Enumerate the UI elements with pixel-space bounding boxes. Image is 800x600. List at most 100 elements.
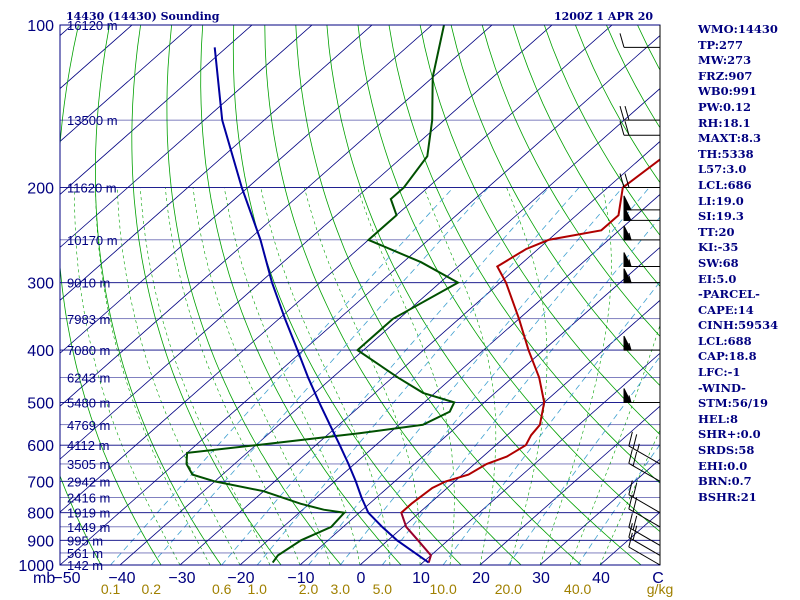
pressure-label: 900	[27, 533, 54, 550]
mixing-ratio-label: 0.1	[101, 581, 121, 597]
barb-pennant	[623, 268, 632, 284]
temperature-tick-label: 30	[532, 570, 550, 587]
mixing-ratio-line	[507, 356, 660, 565]
index-line: SW:68	[698, 255, 739, 270]
index-line: EHI:0.0	[698, 458, 748, 473]
wind-barb	[628, 513, 661, 546]
temperature-tick-label: 20	[472, 570, 490, 587]
temperature-line	[400, 158, 660, 563]
height-label: 5480 m	[67, 395, 110, 410]
isotherm-line	[119, 87, 660, 565]
height-label: 9010 m	[67, 276, 110, 291]
barb-full	[624, 173, 630, 188]
height-label: 4769 m	[67, 418, 110, 433]
index-line: HEL:8	[698, 411, 738, 426]
pressure-unit-label: mb	[33, 570, 55, 587]
pressure-label: 100	[27, 18, 54, 35]
index-line: FRZ:907	[698, 68, 753, 83]
barb-full	[619, 33, 625, 48]
mixing-ratio-label: 2.0	[299, 581, 319, 597]
wind-barb	[623, 388, 660, 403]
isotherm-lines	[60, 25, 660, 565]
barb-full	[628, 513, 633, 528]
index-line: MAXT:8.3	[698, 131, 761, 146]
height-label: 2942 m	[67, 474, 110, 489]
index-line: LFC:-1	[698, 365, 741, 380]
barb-half	[628, 275, 632, 283]
mixing-ratio-label: 40.0	[564, 581, 591, 597]
isotherm-line	[179, 140, 660, 565]
barb-full	[632, 434, 638, 449]
index-line: KI:-35	[698, 240, 739, 255]
mixing-ratio-label: 0.2	[142, 581, 162, 597]
barb-full	[632, 497, 638, 512]
pressure-label: 700	[27, 474, 54, 491]
barb-full	[632, 515, 638, 531]
pressure-label: 1000	[18, 558, 54, 575]
barb-pennant	[623, 206, 632, 221]
pressure-label: 200	[27, 181, 54, 198]
index-line: LI:19.0	[698, 193, 744, 208]
barb-half	[628, 232, 632, 241]
barb-staff	[628, 508, 661, 528]
index-line: L57:3.0	[698, 162, 747, 177]
barb-staff	[628, 527, 661, 546]
height-label: 6243 m	[67, 371, 110, 386]
barb-staff	[628, 536, 661, 556]
index-line: TH:5338	[698, 146, 754, 161]
parcel-line	[213, 47, 430, 564]
isotherm-line	[60, 25, 553, 460]
barb-pennant	[623, 252, 632, 267]
wind-barb	[623, 206, 660, 221]
barb-full	[632, 451, 638, 466]
wind-barb	[623, 252, 660, 267]
mixing-ratio-labels: 0.1 0.2 0.6 1.0 2.0 3.0 5.0 10.0 20.0 40.0 g/kg	[101, 581, 673, 597]
index-line: LCL:688	[698, 333, 752, 348]
height-label: 11620 m	[67, 181, 117, 196]
index-line: PW:0.12	[698, 99, 752, 114]
parcel-overlap-line	[400, 512, 432, 563]
wind-barb	[623, 335, 660, 351]
barb-half	[628, 395, 632, 403]
station-title: 14430 (14430) Sounding	[66, 10, 220, 23]
temperature-tick-label: −40	[108, 570, 135, 587]
barb-full	[628, 431, 633, 447]
wind-barb	[623, 268, 660, 284]
mixing-ratio-line	[256, 187, 580, 565]
barb-pennant	[623, 335, 632, 351]
barb-pennant	[623, 388, 632, 403]
temperature-tick-label: −20	[227, 570, 254, 587]
pressure-label: 600	[27, 438, 54, 455]
isotherm-line	[60, 25, 253, 195]
isobar-lines	[60, 25, 660, 565]
isotherm-line	[359, 299, 660, 565]
pressure-labels: 100 200 300 400 500 600 700 800 900 1000	[18, 18, 54, 575]
moist-adiabat-line	[599, 429, 660, 565]
index-line: STM:56/19	[698, 396, 769, 411]
wind-barb	[619, 105, 660, 121]
dewpoint-line	[185, 25, 461, 564]
height-label: 13500 m	[67, 113, 118, 128]
barb-pennant	[623, 225, 632, 241]
barb-half	[628, 342, 632, 351]
valid-time: 1200Z 1 APR 20	[554, 10, 653, 23]
isotherm-line	[60, 25, 613, 513]
wind-barb	[623, 225, 660, 241]
barb-full	[628, 523, 633, 538]
height-label: 561 m	[67, 546, 103, 561]
temperature-tick-label: C	[652, 570, 664, 587]
wind-barb	[628, 494, 661, 528]
index-line: TP:277	[698, 37, 744, 52]
height-label: 7983 m	[67, 312, 110, 327]
wind-barb	[619, 173, 660, 189]
height-label: 1449 m	[67, 520, 110, 535]
index-line: SRDS:58	[698, 443, 755, 458]
barb-full	[619, 121, 625, 136]
pressure-label: 500	[27, 395, 54, 412]
temperature-tick-label: −10	[287, 570, 314, 587]
temperature-labels: mb−50 −40 −30 −20 −10 0 10 20 30 40 C	[33, 570, 664, 587]
mixing-ratio-label: 0.6	[212, 581, 232, 597]
barb-half	[636, 443, 640, 452]
height-label: 16120 m	[67, 18, 118, 33]
